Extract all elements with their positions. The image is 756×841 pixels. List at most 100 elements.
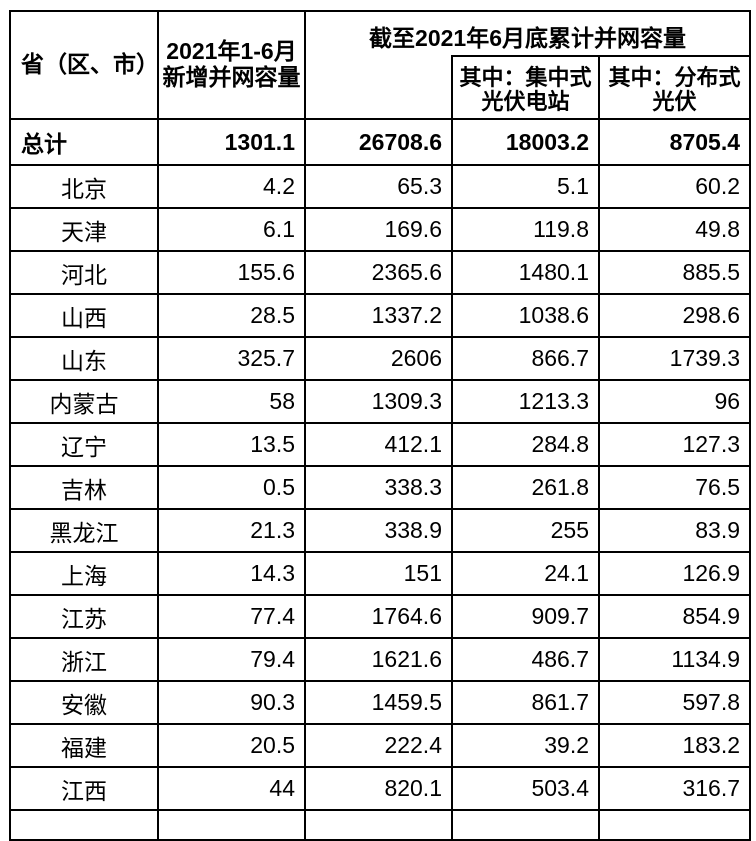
province-cell: 山东 — [9, 336, 159, 381]
cumulative-total-cell: 65.3 — [304, 164, 453, 209]
table-row: 内蒙古 58 1309.3 1213.3 96 — [9, 379, 752, 424]
col-header-province: 省（区、市） — [9, 10, 159, 120]
pv-capacity-table: 省（区、市） 2021年1-6月 新增并网容量 截至2021年6月底累计并网容量… — [9, 10, 752, 841]
new-capacity-cell: 21.3 — [157, 508, 306, 553]
col-header-cumulative-group: 截至2021年6月底累计并网容量 — [303, 10, 752, 56]
distributed-cell: 597.8 — [597, 680, 752, 725]
distributed-cell: 127.3 — [597, 422, 752, 467]
new-capacity-cell: 90.3 — [157, 680, 306, 725]
table-row: 江西 44 820.1 503.4 316.7 — [9, 766, 752, 811]
table-row: 河北 155.6 2365.6 1480.1 885.5 — [9, 250, 752, 295]
new-capacity-cell: 0.5 — [157, 465, 306, 510]
cumulative-total-cell: 2606 — [304, 336, 453, 381]
cumulative-total-cell: 1459.5 — [304, 680, 453, 725]
table-row: 上海 14.3 151 24.1 126.9 — [9, 551, 752, 596]
partial-next-row — [9, 809, 752, 841]
centralized-cell: 119.8 — [451, 207, 600, 252]
new-capacity-cell: 14.3 — [157, 551, 306, 596]
table-row: 安徽 90.3 1459.5 861.7 597.8 — [9, 680, 752, 725]
new-capacity-cell: 28.5 — [157, 293, 306, 338]
centralized-cell: 1038.6 — [451, 293, 600, 338]
province-cell: 天津 — [9, 207, 159, 252]
distributed-cell: 854.9 — [597, 594, 752, 639]
province-cell — [9, 809, 159, 841]
cumulative-total-cell: 412.1 — [304, 422, 453, 467]
distributed-cell: 83.9 — [597, 508, 752, 553]
centralized-cell: 24.1 — [451, 551, 600, 596]
new-capacity-cell: 155.6 — [157, 250, 306, 295]
header-line-2: 光伏 — [652, 89, 697, 115]
new-capacity-cell: 13.5 — [157, 422, 306, 467]
new-capacity-cell: 79.4 — [157, 637, 306, 682]
cumulative-total-cell: 151 — [304, 551, 453, 596]
province-cell: 内蒙古 — [9, 379, 159, 424]
province-cell: 浙江 — [9, 637, 159, 682]
table-row: 浙江 79.4 1621.6 486.7 1134.9 — [9, 637, 752, 682]
province-cell: 辽宁 — [9, 422, 159, 467]
new-capacity-cell: 1301.1 — [157, 118, 306, 166]
centralized-cell: 866.7 — [451, 336, 600, 381]
province-cell: 上海 — [9, 551, 159, 596]
table-row: 黑龙江 21.3 338.9 255 83.9 — [9, 508, 752, 553]
centralized-cell: 1480.1 — [451, 250, 600, 295]
table-row: 山西 28.5 1337.2 1038.6 298.6 — [9, 293, 752, 338]
centralized-cell: 261.8 — [451, 465, 600, 510]
distributed-cell: 1134.9 — [597, 637, 752, 682]
table-row: 山东 325.7 2606 866.7 1739.3 — [9, 336, 752, 381]
centralized-cell: 503.4 — [451, 766, 600, 811]
header-line-2: 新增并网容量 — [162, 64, 301, 90]
header-row-1: 省（区、市） 2021年1-6月 新增并网容量 截至2021年6月底累计并网容量 — [9, 10, 752, 120]
distributed-cell: 1739.3 — [597, 336, 752, 381]
header-line-2: 光伏电站 — [481, 89, 570, 115]
distributed-cell: 76.5 — [597, 465, 752, 510]
cumulative-total-cell — [304, 809, 453, 841]
total-label-cell: 总计 — [9, 118, 159, 166]
centralized-cell: 39.2 — [451, 723, 600, 768]
centralized-cell: 18003.2 — [451, 118, 600, 166]
table-row: 辽宁 13.5 412.1 284.8 127.3 — [9, 422, 752, 467]
distributed-cell: 885.5 — [597, 250, 752, 295]
new-capacity-cell: 77.4 — [157, 594, 306, 639]
header-line-1: 其中：分布式 — [608, 64, 741, 90]
centralized-cell: 284.8 — [451, 422, 600, 467]
distributed-cell: 96 — [597, 379, 752, 424]
cumulative-total-cell: 1309.3 — [304, 379, 453, 424]
new-capacity-cell: 44 — [157, 766, 306, 811]
distributed-cell: 298.6 — [597, 293, 752, 338]
new-capacity-cell: 6.1 — [157, 207, 306, 252]
centralized-cell: 5.1 — [451, 164, 600, 209]
cumulative-total-cell: 338.9 — [304, 508, 453, 553]
distributed-cell: 183.2 — [597, 723, 752, 768]
centralized-cell: 861.7 — [451, 680, 600, 725]
total-row: 总计 1301.1 26708.6 18003.2 8705.4 — [9, 118, 752, 166]
province-cell: 江苏 — [9, 594, 159, 639]
province-cell: 安徽 — [9, 680, 159, 725]
distributed-cell: 126.9 — [597, 551, 752, 596]
cumulative-total-cell: 169.6 — [304, 207, 453, 252]
new-capacity-cell — [157, 809, 306, 841]
cumulative-total-cell: 222.4 — [304, 723, 453, 768]
table-row: 江苏 77.4 1764.6 909.7 854.9 — [9, 594, 752, 639]
centralized-cell: 255 — [451, 508, 600, 553]
distributed-cell: 8705.4 — [597, 118, 752, 166]
cumulative-total-cell: 1764.6 — [304, 594, 453, 639]
centralized-cell — [451, 809, 600, 841]
cumulative-total-cell: 1337.2 — [304, 293, 453, 338]
table-row: 福建 20.5 222.4 39.2 183.2 — [9, 723, 752, 768]
distributed-cell: 49.8 — [597, 207, 752, 252]
col-header-centralized: 其中：集中式 光伏电站 — [451, 55, 600, 120]
col-header-cumulative-total — [304, 56, 453, 120]
new-capacity-cell: 4.2 — [157, 164, 306, 209]
province-cell: 河北 — [9, 250, 159, 295]
province-cell: 山西 — [9, 293, 159, 338]
province-cell: 黑龙江 — [9, 508, 159, 553]
centralized-cell: 909.7 — [451, 594, 600, 639]
distributed-cell: 60.2 — [597, 164, 752, 209]
header-row-2: 其中：集中式 光伏电站 其中：分布式 光伏 — [10, 55, 752, 120]
cumulative-total-cell: 2365.6 — [304, 250, 453, 295]
col-header-distributed: 其中：分布式 光伏 — [597, 55, 752, 120]
centralized-cell: 1213.3 — [451, 379, 600, 424]
distributed-cell: 316.7 — [597, 766, 752, 811]
header-line-1: 2021年1-6月 — [166, 38, 297, 65]
header-line-1: 其中：集中式 — [459, 64, 592, 90]
